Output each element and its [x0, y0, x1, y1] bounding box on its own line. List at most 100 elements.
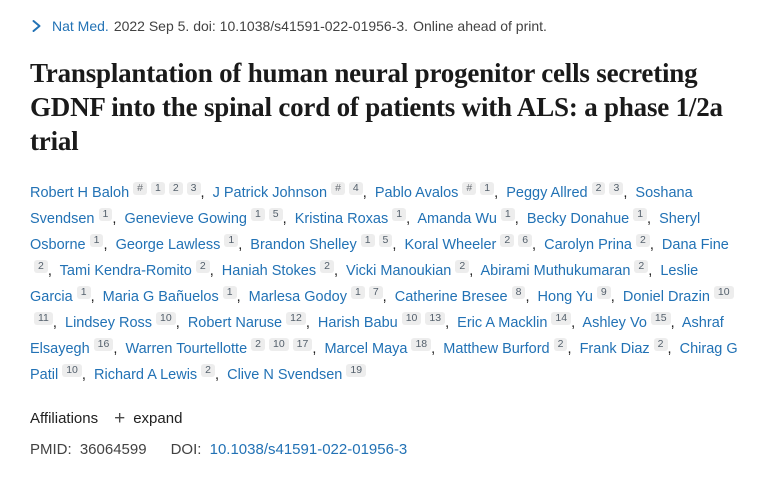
journal-dropdown-toggle[interactable] — [30, 19, 43, 33]
affiliation-number-badge[interactable]: 2 — [195, 260, 210, 274]
affiliation-number-badge[interactable]: 1 — [76, 286, 91, 300]
author-link[interactable]: Dana Fine — [661, 237, 729, 254]
author-link[interactable]: Leslie Garcia — [30, 263, 699, 306]
author-link[interactable]: Pablo Avalos — [374, 185, 459, 202]
author-link[interactable]: Robert H Baloh — [30, 185, 130, 202]
author-item: Haniah Stokes 2, — [221, 260, 346, 280]
author-link[interactable]: Maria G Bañuelos — [102, 289, 219, 306]
affiliation-number-badge[interactable]: 10 — [401, 312, 422, 326]
author-link[interactable]: Marlesa Godoy — [248, 289, 347, 306]
author-link[interactable]: Vicki Manoukian — [346, 263, 452, 280]
affiliation-number-badge[interactable]: 3 — [186, 182, 201, 196]
author-link[interactable]: Lindsey Ross — [65, 315, 153, 332]
author-link[interactable]: Chirag G Patil — [30, 341, 738, 384]
affiliation-number-badge[interactable]: 1 — [480, 182, 495, 196]
affiliation-number-badge[interactable]: 1 — [222, 286, 237, 300]
affiliation-number-badge[interactable]: 9 — [596, 286, 611, 300]
affiliation-number-badge[interactable]: 18 — [411, 338, 432, 352]
affiliation-number-badge[interactable]: 6 — [518, 234, 533, 248]
affiliation-number-badge[interactable]: 2 — [634, 260, 649, 274]
affiliation-number-badge[interactable]: 8 — [511, 286, 526, 300]
affiliation-number-badge[interactable]: 14 — [551, 312, 572, 326]
author-link[interactable]: Robert Naruse — [187, 315, 283, 332]
affiliation-number-badge[interactable]: 5 — [378, 234, 393, 248]
equal-contribution-badge[interactable]: # — [462, 182, 477, 196]
author-link[interactable]: Warren Tourtellotte — [125, 341, 248, 358]
affiliation-number-badge[interactable]: 2 — [251, 338, 265, 352]
affiliation-number-badge[interactable]: 10 — [156, 312, 176, 326]
affiliation-number-badge[interactable]: 2 — [553, 338, 568, 352]
author-link[interactable]: Abirami Muthukumaran — [480, 263, 631, 280]
author-link[interactable]: Becky Donahue — [526, 211, 630, 228]
affiliation-number-badge[interactable]: 4 — [348, 182, 363, 196]
affiliations-label: Affiliations — [30, 410, 99, 428]
affiliation-number-badge[interactable]: 10 — [62, 364, 82, 378]
affiliation-number-badge[interactable]: 1 — [633, 208, 648, 222]
affiliations-expand-button[interactable]: + expand — [114, 409, 182, 428]
affiliation-number-badge[interactable]: 10 — [713, 286, 734, 300]
affiliation-number-badge[interactable]: 1 — [89, 234, 104, 248]
affiliation-number-badge[interactable]: 2 — [168, 182, 183, 196]
equal-contribution-badge[interactable]: # — [331, 182, 345, 196]
author-link[interactable]: Carolyn Prina — [544, 237, 632, 254]
author-link[interactable]: Matthew Burford — [443, 341, 550, 358]
author-link[interactable]: Haniah Stokes — [221, 263, 317, 280]
author-link[interactable]: George Lawless — [115, 237, 221, 254]
author-link[interactable]: Ashraf Elsayegh — [30, 315, 724, 358]
author-link[interactable]: Clive N Svendsen — [227, 367, 343, 384]
author-link[interactable]: Hong Yu — [537, 289, 593, 306]
affiliation-number-badge[interactable]: 1 — [392, 208, 407, 222]
identifiers-row: PMID: 36064599 DOI: 10.1038/s41591-022-0… — [30, 441, 741, 458]
affiliation-number-badge[interactable]: 2 — [653, 338, 668, 352]
author-link[interactable]: Harish Babu — [317, 315, 398, 332]
doi-link[interactable]: 10.1038/s41591-022-01956-3 — [209, 441, 408, 459]
affiliation-number-badge[interactable]: 2 — [635, 234, 650, 248]
affiliation-number-badge[interactable]: 19 — [346, 364, 367, 378]
affiliation-number-badge[interactable]: 2 — [201, 364, 216, 378]
author-link[interactable]: Doniel Drazin — [622, 289, 710, 306]
author-link[interactable]: Sheryl Osborne — [30, 211, 701, 254]
affiliation-number-badge[interactable]: 2 — [455, 260, 470, 274]
author-link[interactable]: Marcel Maya — [324, 341, 408, 358]
affiliation-number-badge[interactable]: 2 — [500, 234, 515, 248]
affiliation-number-badge[interactable]: 5 — [268, 208, 283, 222]
author-link[interactable]: Ashley Vo — [582, 315, 647, 332]
author-link[interactable]: Tami Kendra-Romito — [59, 263, 192, 280]
author-separator: , — [362, 185, 375, 202]
author-link[interactable]: Soshana Svendsen — [30, 185, 693, 228]
affiliation-number-badge[interactable]: 1 — [224, 234, 239, 248]
affiliation-number-badge[interactable]: 2 — [591, 182, 606, 196]
affiliation-number-badge[interactable]: 3 — [609, 182, 624, 196]
affiliation-number-badge[interactable]: 10 — [268, 338, 289, 352]
citation-status: Online ahead of print. — [413, 18, 547, 34]
affiliation-number-badge[interactable]: 13 — [425, 312, 446, 326]
affiliation-number-badge[interactable]: 15 — [650, 312, 671, 326]
affiliation-number-badge[interactable]: 7 — [368, 286, 383, 300]
author-link[interactable]: J Patrick Johnson — [212, 185, 328, 202]
equal-contribution-badge[interactable]: # — [133, 182, 147, 196]
author-link[interactable]: Frank Diaz — [579, 341, 650, 358]
author-link[interactable]: Genevieve Gowing — [124, 211, 247, 228]
affiliation-number-badge[interactable]: 12 — [286, 312, 306, 326]
affiliation-number-badge[interactable]: 1 — [500, 208, 515, 222]
affiliation-number-badge[interactable]: 1 — [98, 208, 113, 222]
author-link[interactable]: Peggy Allred — [506, 185, 588, 202]
author-link[interactable]: Richard A Lewis — [94, 367, 198, 384]
affiliation-number-badge[interactable]: 2 — [320, 260, 334, 274]
affiliation-number-badge[interactable]: 11 — [34, 312, 53, 326]
author-link[interactable]: Catherine Bresee — [394, 289, 508, 306]
author-item: Brandon Shelley 1 5, — [250, 234, 404, 254]
affiliation-number-badge[interactable]: 16 — [93, 338, 114, 352]
author-link[interactable]: Koral Wheeler — [404, 237, 497, 254]
affiliation-number-badge[interactable]: 1 — [150, 182, 165, 196]
affiliation-number-badge[interactable]: 2 — [34, 260, 48, 274]
author-link[interactable]: Amanda Wu — [417, 211, 497, 228]
affiliation-number-badge[interactable]: 1 — [360, 234, 375, 248]
affiliation-number-badge[interactable]: 1 — [250, 208, 265, 222]
author-link[interactable]: Brandon Shelley — [250, 237, 357, 254]
journal-link[interactable]: Nat Med. — [52, 18, 109, 34]
author-link[interactable]: Eric A Macklin — [457, 315, 548, 332]
affiliation-number-badge[interactable]: 17 — [292, 338, 313, 352]
affiliation-number-badge[interactable]: 1 — [350, 286, 365, 300]
author-link[interactable]: Kristina Roxas — [294, 211, 389, 228]
